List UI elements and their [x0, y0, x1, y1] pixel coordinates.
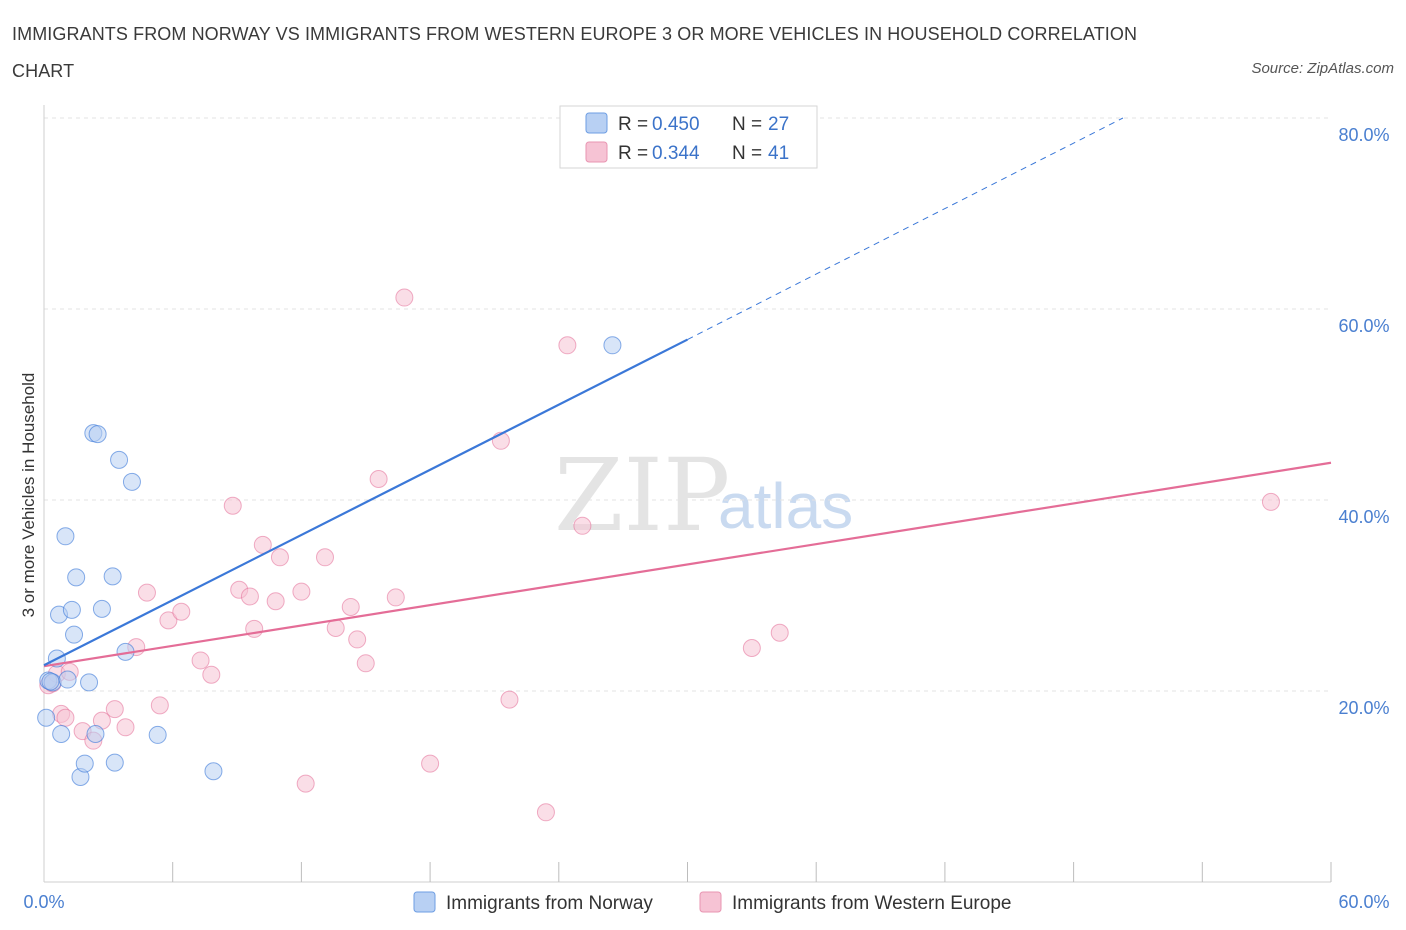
x-axis-ticks [172, 862, 1332, 882]
western-europe-point [172, 602, 191, 621]
western-europe-point [296, 774, 315, 793]
norway-point [148, 725, 167, 744]
western-europe-point [240, 587, 259, 606]
western-europe-point [500, 690, 519, 709]
y-tick-label-40: 40.0% [1338, 507, 1389, 527]
bottom-legend-norway-swatch [413, 891, 436, 913]
legend-western-n-value: 41 [768, 143, 789, 164]
source-label: Source: ZipAtlas.com [1251, 60, 1394, 77]
series-norway-points [37, 336, 622, 786]
western-europe-point [270, 548, 289, 567]
norway-point [67, 568, 86, 587]
norway-point [86, 724, 105, 743]
legend-norway-n-label: N = [732, 114, 762, 135]
norway-point [58, 670, 77, 689]
norway-point [75, 754, 94, 773]
norway-point [603, 336, 622, 355]
norway-point [62, 600, 81, 619]
watermark-atlas: atlas [718, 470, 853, 542]
y-tick-labels: 20.0% 40.0% 60.0% 80.0% [1338, 125, 1389, 718]
western-europe-point [770, 623, 789, 642]
y-tick-label-60: 60.0% [1338, 316, 1389, 336]
western-europe-point [356, 654, 375, 673]
legend-norway-n-value: 27 [768, 114, 789, 135]
legend-western-swatch [585, 141, 608, 163]
grid-lines [44, 117, 1331, 692]
norway-point [80, 673, 99, 692]
series-western-europe-points [39, 288, 1280, 822]
western-europe-point [150, 696, 169, 715]
norway-point [37, 708, 56, 727]
legend-norway-r-value: 0.450 [652, 114, 700, 135]
legend-western-r-label: R = [618, 143, 648, 164]
norway-point [65, 625, 84, 644]
western-europe-point [1261, 492, 1280, 511]
bottom-legend-western-swatch [699, 891, 722, 913]
norway-point [92, 599, 111, 618]
western-europe-point [421, 754, 440, 773]
norway-point [52, 724, 71, 743]
western-europe-point [558, 336, 577, 355]
western-europe-point [116, 718, 135, 737]
western-europe-point [223, 496, 242, 515]
norway-point [204, 762, 223, 781]
legend-western-n-label: N = [732, 143, 762, 164]
norway-point [103, 567, 122, 586]
western-europe-point [395, 288, 414, 307]
legend-norway-r-label: R = [618, 114, 648, 135]
western-europe-point [159, 611, 178, 630]
norway-point [41, 672, 60, 691]
top-legend: R = 0.450 N = 27 R = 0.344 N = 41 [559, 105, 818, 169]
western-europe-point [369, 469, 388, 488]
bottom-legend: Immigrants from Norway Immigrants from W… [413, 891, 1011, 914]
western-europe-point [742, 639, 761, 658]
watermark-zip: ZIP [554, 437, 730, 554]
western-europe-point [315, 548, 334, 567]
western-europe-point [573, 516, 592, 535]
western-europe-point [266, 592, 285, 611]
y-tick-label-20: 20.0% [1338, 698, 1389, 718]
western-europe-point [56, 708, 75, 727]
western-europe-point [386, 588, 405, 607]
chart-title: IMMIGRANTS FROM NORWAY VS IMMIGRANTS FRO… [12, 24, 1138, 81]
western-europe-point [202, 665, 221, 684]
western-europe-point [292, 582, 311, 601]
bottom-legend-norway-label: Immigrants from Norway [446, 893, 653, 914]
legend-western-r-value: 0.344 [652, 143, 700, 164]
norway-point [56, 527, 75, 546]
norway-trend-line [43, 338, 688, 667]
x-tick-label-max: 60.0% [1338, 892, 1389, 912]
western-europe-trend-line [43, 461, 1332, 668]
trend-lines [43, 117, 1332, 668]
x-tick-label-min: 0.0% [23, 892, 64, 912]
western-europe-point [191, 651, 210, 670]
norway-trend-extension [687, 117, 1124, 341]
norway-point [105, 753, 124, 772]
norway-point [88, 425, 107, 444]
western-europe-point [536, 803, 555, 822]
western-europe-point [348, 630, 367, 649]
norway-point [122, 472, 141, 491]
western-europe-point [105, 700, 124, 719]
bottom-legend-western-label: Immigrants from Western Europe [732, 893, 1011, 914]
norway-point [110, 450, 129, 469]
legend-norway-swatch [585, 112, 608, 134]
y-tick-label-80: 80.0% [1338, 125, 1389, 145]
western-europe-point [137, 583, 156, 602]
western-europe-point [341, 597, 360, 616]
y-axis-title: 3 or more Vehicles in Household [19, 373, 38, 618]
